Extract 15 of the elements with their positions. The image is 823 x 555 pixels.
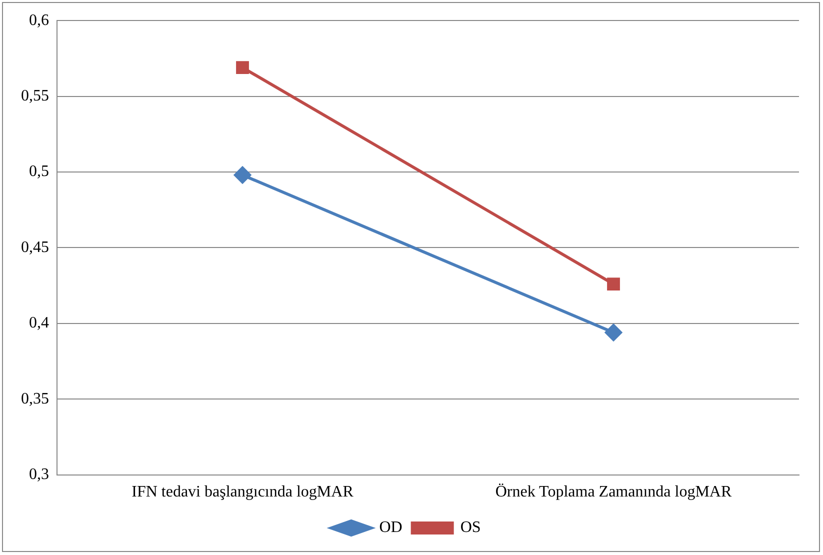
point — [607, 278, 620, 290]
y-tick-label: 0,35 — [21, 390, 49, 408]
y-tick-label: 0,6 — [29, 12, 49, 29]
y-tick-label: 0,3 — [29, 466, 49, 484]
y-tick-label: 0,45 — [21, 238, 49, 256]
point — [605, 324, 622, 341]
legend-label: OS — [460, 519, 481, 536]
point — [236, 61, 249, 74]
x-tick-label: IFN tedavi başlangıcında logMAR — [132, 484, 354, 501]
point — [234, 166, 251, 184]
y-tick-label: 0,55 — [21, 88, 49, 105]
y-tick-label: 0,5 — [29, 163, 49, 180]
x-tick-label: Örnek Toplama Zamanında logMAR — [495, 484, 732, 501]
y-tick-label: 0,4 — [29, 314, 49, 332]
legend-label: OD — [379, 519, 402, 536]
